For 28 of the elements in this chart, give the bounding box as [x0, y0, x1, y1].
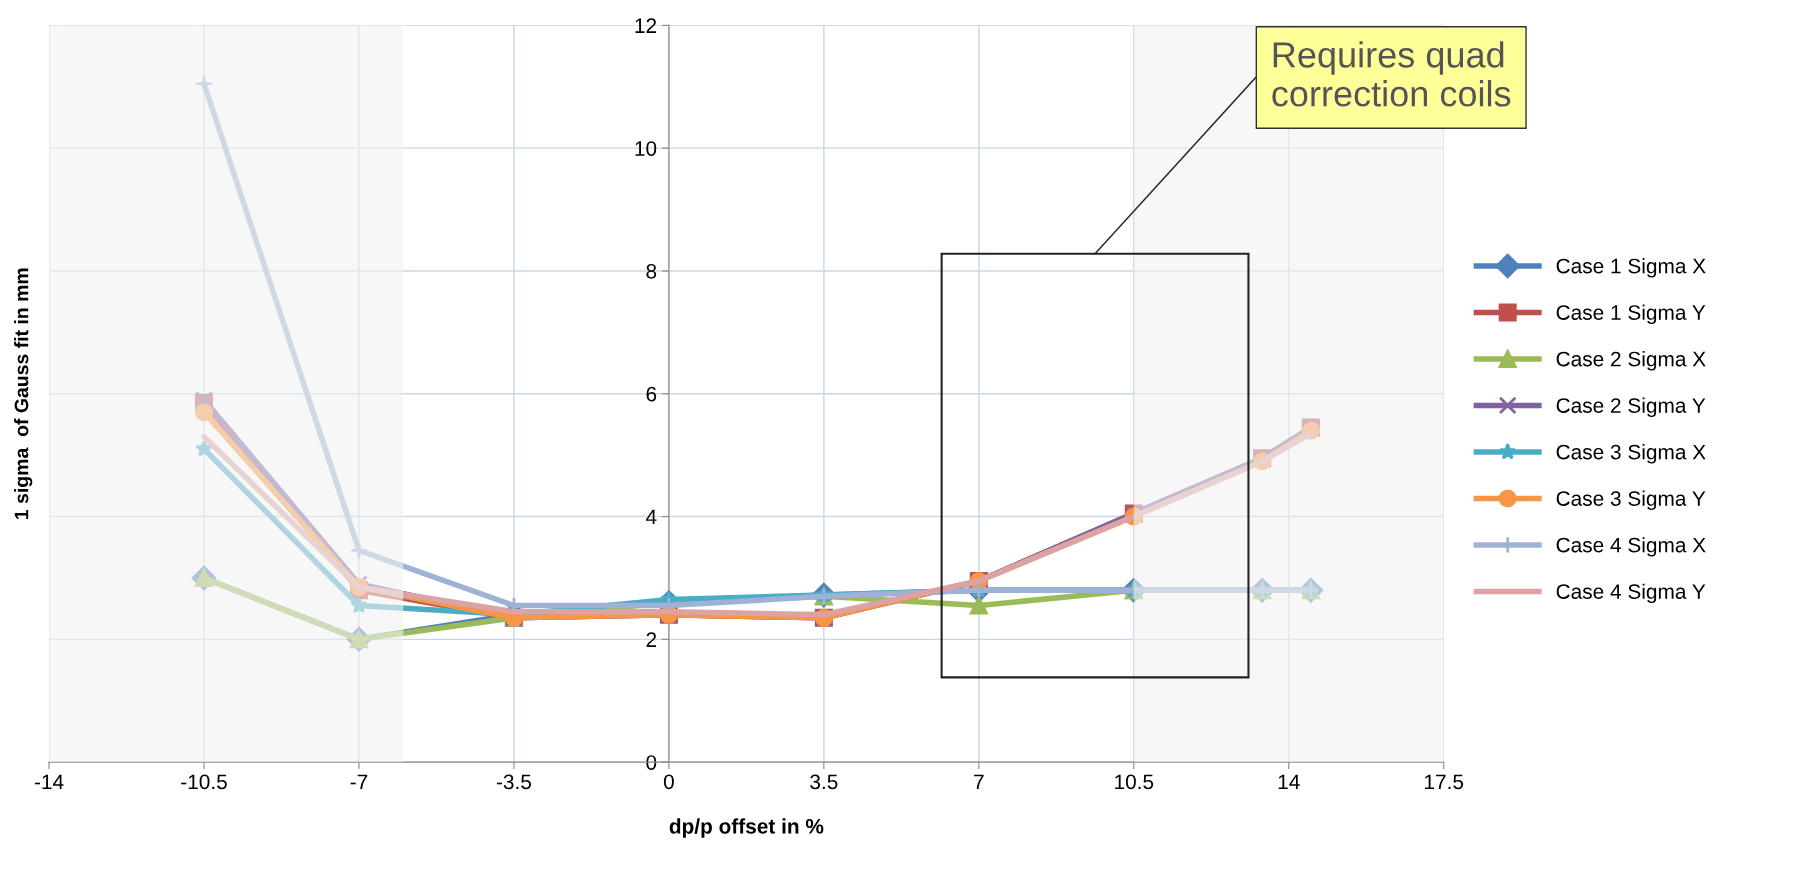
- y-axis-title: 1 sigma of Gauss fit in mm: [14, 268, 33, 519]
- x-tick-label: 14: [1278, 774, 1300, 790]
- y-tick-label: 4: [645, 509, 657, 525]
- annotation: Requires quad correction coils: [1272, 41, 1511, 107]
- y-tick-label: 8: [646, 263, 657, 279]
- y-tick-label: 6: [646, 386, 657, 402]
- legend-label: Case 4 Sigma Y: [1556, 583, 1706, 604]
- y-tick-label: 2: [646, 632, 657, 647]
- x-tick-label: -10.5: [181, 774, 227, 790]
- x-tick-label: -7: [350, 774, 368, 790]
- legend-label: Case 3 Sigma Y: [1556, 490, 1706, 511]
- x-tick-label: 3.5: [810, 774, 838, 790]
- x-tick-label: 7: [974, 774, 984, 790]
- y-tick-label: 10: [635, 141, 657, 156]
- y-tick-label: 0: [646, 755, 657, 770]
- x-tick-label: 10.5: [1115, 774, 1154, 790]
- y-tick-label: 12: [635, 18, 657, 33]
- x-tick-label: -14: [34, 774, 64, 790]
- legend-label: Case 1 Sigma X: [1556, 258, 1706, 278]
- legend-label: Case 2 Sigma X: [1556, 351, 1706, 371]
- legend-label: Case 4 Sigma X: [1556, 537, 1706, 557]
- legend-label: Case 3 Sigma X: [1556, 444, 1706, 464]
- x-tick-label: 0: [663, 774, 674, 790]
- legend-label: Case 1 Sigma Y: [1556, 304, 1706, 325]
- x-tick-label: -3.5: [496, 774, 532, 790]
- x-axis-title: dp/p offset in %: [669, 818, 824, 838]
- x-tick-label: 17.5: [1425, 774, 1464, 790]
- legend-label: Case 2 Sigma Y: [1556, 397, 1706, 418]
